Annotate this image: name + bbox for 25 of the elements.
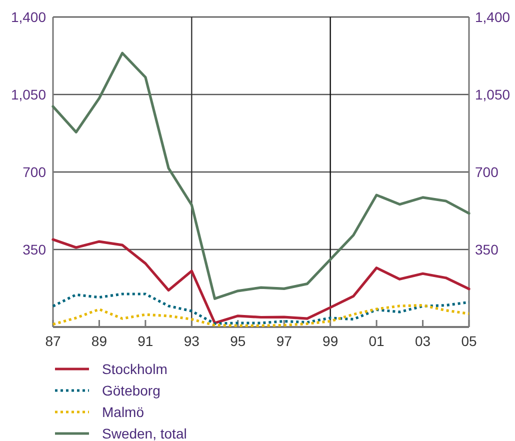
legend-label: Göteborg [102,382,160,398]
y2-tick-label: 700 [475,164,499,180]
legend-label: Sweden, total [102,426,187,441]
x-tick-label: 05 [461,333,477,349]
x-tick-label: 89 [91,333,108,349]
y-tick-label: 350 [22,242,46,258]
x-tick-label: 97 [276,333,292,349]
y2-tick-label: 1,050 [475,86,510,102]
x-tick-label: 03 [414,333,431,349]
x-tick-label: 95 [230,333,246,349]
y-tick-label: 1,050 [10,86,46,102]
x-tick-label: 99 [322,333,338,349]
x-tick-label: 93 [184,333,200,349]
legend-label: Stockholm [102,361,168,377]
x-tick-label: 01 [368,333,385,349]
y-tick-label: 700 [22,164,46,180]
line-series [52,52,470,300]
legend-label: Malmö [102,404,144,420]
line-series [52,292,470,325]
y2-tick-label: 1,400 [475,9,510,25]
line-series [52,238,470,324]
x-tick-label: 91 [138,333,154,349]
y-tick-label: 1,400 [10,9,46,25]
y2-tick-label: 350 [475,242,499,258]
x-tick-label: 87 [45,333,61,349]
